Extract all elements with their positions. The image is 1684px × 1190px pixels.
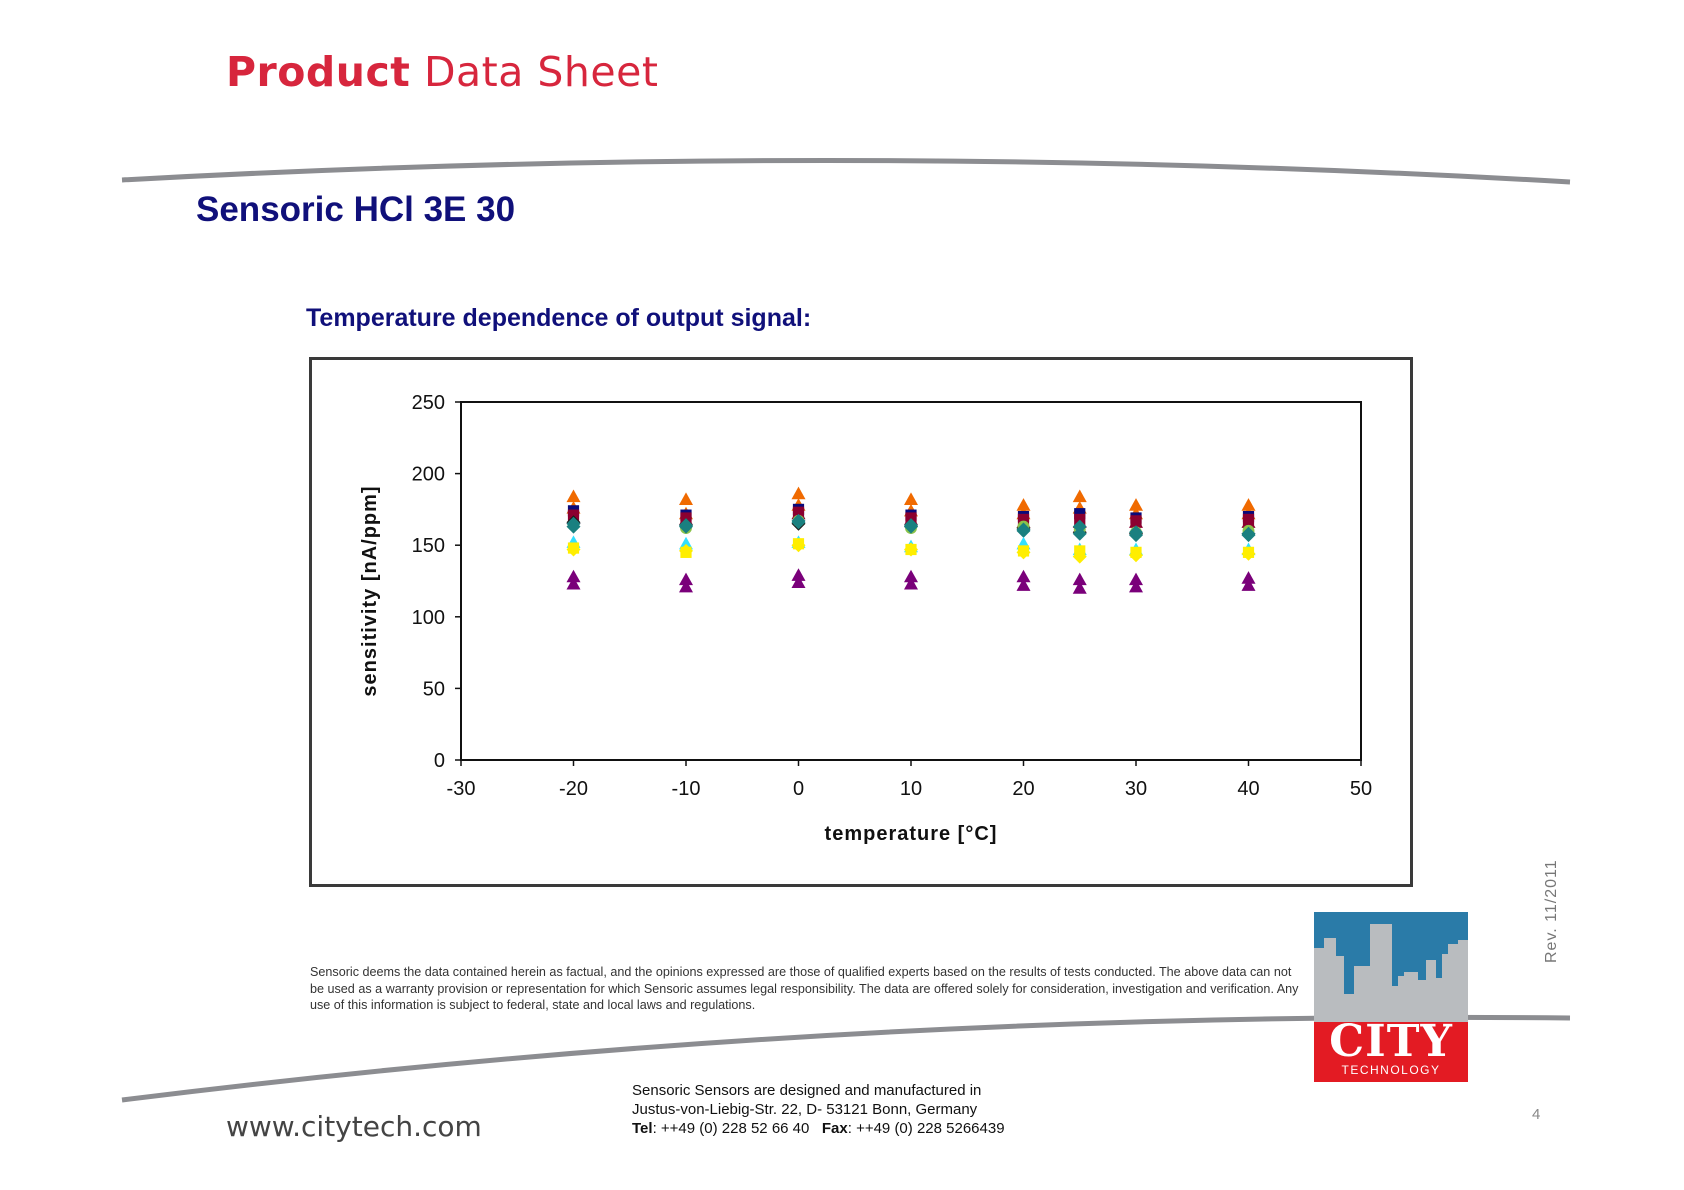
- data-point: [566, 519, 581, 534]
- data-point: [904, 569, 918, 583]
- data-point: [1016, 569, 1031, 583]
- data-point: [791, 486, 806, 500]
- y-tick-label: 150: [412, 535, 445, 557]
- data-point: [1074, 545, 1086, 557]
- data-point: [1017, 545, 1030, 557]
- data-point: [1074, 508, 1086, 520]
- fax-label: Fax: [821, 1120, 848, 1137]
- data-point: [1241, 498, 1256, 511]
- x-axis-label: temperature [°C]: [825, 823, 998, 845]
- website-link[interactable]: www.citytech.com: [226, 1110, 482, 1143]
- y-axis-label: sensitivity [nA/ppm]: [359, 485, 381, 696]
- data-point: [1241, 571, 1256, 584]
- data-point: [566, 576, 581, 590]
- data-point: [1242, 546, 1255, 558]
- tel-number: : ++49 (0) 228 52 66 40: [652, 1120, 810, 1137]
- data-point: [1016, 498, 1031, 511]
- contact-block: Sensoric Sensors are designed and manufa…: [632, 1081, 1005, 1138]
- tel-label: Tel: [632, 1120, 653, 1137]
- data-point: [1241, 528, 1256, 543]
- document-title: Product Data Sheet: [226, 48, 658, 96]
- y-tick-label: 0: [434, 750, 445, 772]
- document-title-rest: Data Sheet: [423, 48, 659, 96]
- data-point: [567, 542, 580, 554]
- data-point: [1129, 579, 1143, 593]
- data-point: [791, 515, 806, 530]
- page-number: 4: [1532, 1106, 1541, 1123]
- data-point: [679, 492, 693, 505]
- x-tick-label: -20: [559, 778, 588, 800]
- data-point: [904, 576, 918, 590]
- x-tick-label: 40: [1237, 778, 1259, 800]
- data-point: [1129, 498, 1143, 511]
- data-point: [1016, 578, 1031, 591]
- x-tick-label: 20: [1012, 778, 1034, 800]
- x-tick-label: 10: [900, 778, 922, 800]
- data-point: [679, 536, 693, 550]
- x-tick-label: 50: [1350, 778, 1372, 800]
- data-point: [791, 568, 806, 581]
- data-point: [1241, 578, 1256, 591]
- x-tick-label: 0: [793, 778, 804, 800]
- data-point: [1129, 528, 1143, 543]
- data-point: [1129, 515, 1143, 528]
- data-point: [1016, 523, 1031, 538]
- product-name: Sensoric HCl 3E 30: [196, 190, 516, 229]
- y-tick-label: 100: [412, 607, 445, 629]
- data-point: [1241, 515, 1256, 528]
- data-point: [566, 489, 581, 503]
- data-point: [791, 575, 806, 589]
- y-tick-label: 200: [412, 464, 445, 486]
- top-swoosh-line: [121, 157, 1571, 185]
- data-point: [1072, 526, 1087, 541]
- logo-buildings: [1314, 924, 1468, 1022]
- logo-subtitle: TECHNOLOGY: [1341, 1063, 1441, 1077]
- data-point: [904, 492, 918, 505]
- revision-label: Rev. 11/2011: [1543, 859, 1560, 963]
- city-technology-logo: [1314, 912, 1468, 1082]
- data-point: [792, 538, 805, 550]
- y-tick-label: 250: [412, 392, 445, 414]
- logo-base: [1314, 1022, 1468, 1082]
- x-tick-label: -10: [672, 778, 701, 800]
- data-point: [679, 519, 693, 534]
- data-point: [1072, 489, 1087, 503]
- x-tick-label: -30: [447, 778, 476, 800]
- temperature-sensitivity-chart: -30 -20 -10 0 10 20 30 40 50 0 50 100 150 200 250 tempe…: [359, 392, 1372, 845]
- fax-number: : ++49 (0) 228 5266439: [847, 1120, 1005, 1137]
- data-point: [1130, 546, 1142, 558]
- data-point: [904, 519, 918, 534]
- data-point: [679, 579, 693, 593]
- chart-heading: Temperature dependence of output signal:: [306, 304, 812, 332]
- contact-line-3: Tel: ++49 (0) 228 52 66 40 Fax: ++49 (0)…: [632, 1119, 1005, 1138]
- data-point: [566, 569, 581, 583]
- y-tick-label: 50: [423, 678, 445, 700]
- data-point: [1129, 572, 1143, 586]
- disclaimer-text: Sensoric deems the data contained herein…: [310, 965, 1299, 1012]
- data-point: [905, 543, 917, 556]
- data-point: [679, 572, 693, 586]
- contact-line-1: Sensoric Sensors are designed and manufa…: [632, 1082, 982, 1099]
- document-title-bold: Product: [226, 48, 411, 96]
- x-tick-label: 30: [1125, 778, 1147, 800]
- data-point: [1072, 581, 1087, 594]
- data-point: [1072, 572, 1087, 586]
- data-point: [680, 546, 692, 558]
- contact-line-2: Justus-von-Liebig-Str. 22, D- 53121 Bonn…: [632, 1101, 978, 1118]
- data-point: [1072, 519, 1087, 534]
- logo-name: CITY: [1329, 1016, 1453, 1067]
